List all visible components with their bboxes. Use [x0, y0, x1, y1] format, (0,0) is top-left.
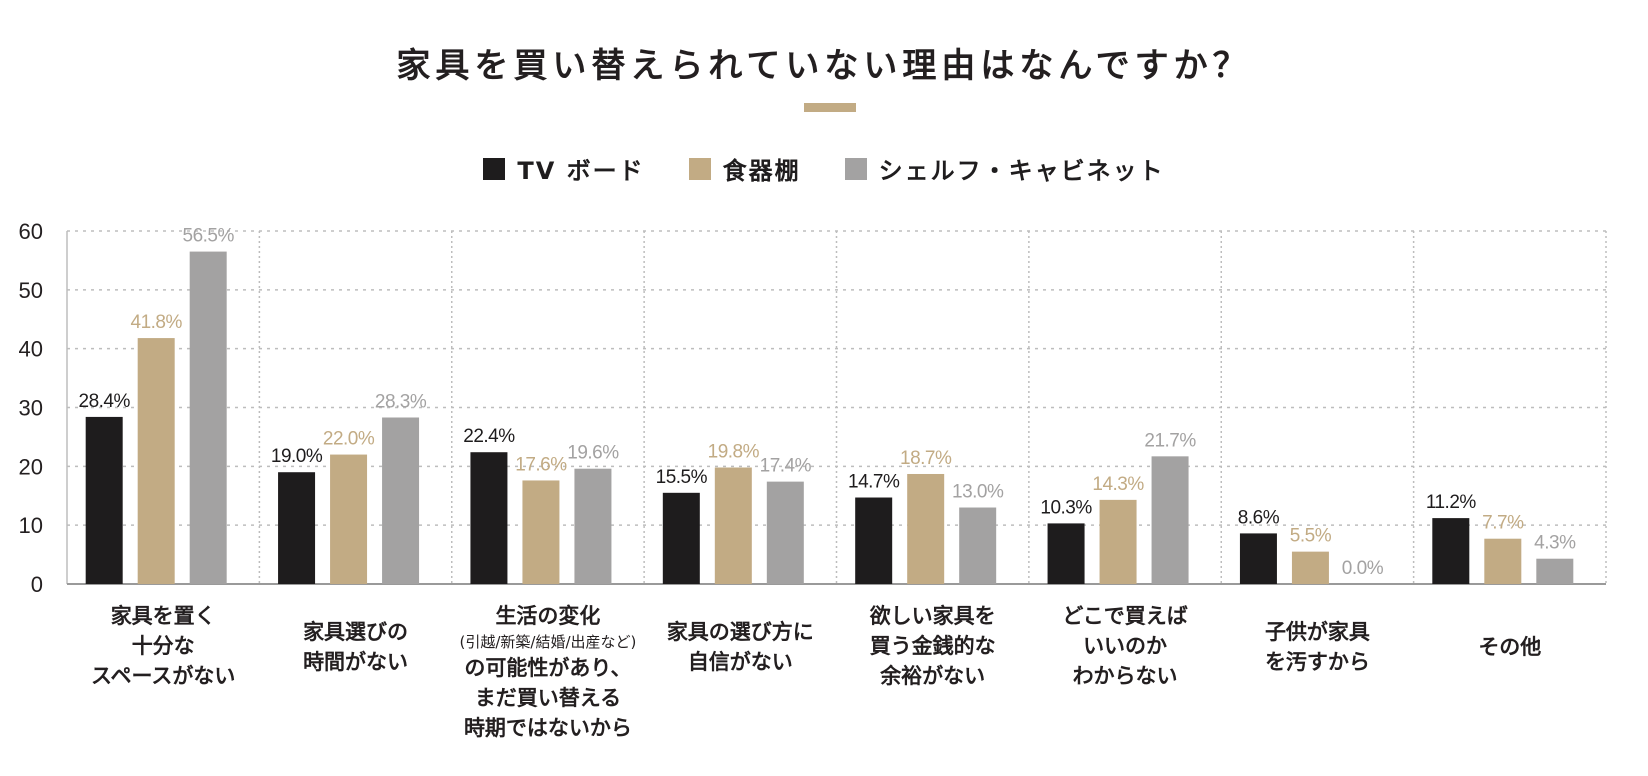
category-label: 家具を置く十分なスペースがない — [68, 601, 258, 691]
bar — [574, 468, 612, 584]
category-label-line: その他 — [1478, 635, 1542, 659]
y-tick-label: 60 — [19, 219, 43, 244]
bar — [766, 481, 804, 584]
y-tick-label: 20 — [19, 454, 43, 479]
category-label: 生活の変化 (引越/新築/結婚/出産など) の可能性があり、 まだ買い替える 時期ではな… — [453, 601, 643, 743]
data-label: 41.8% — [131, 312, 183, 333]
legend-swatch-cupboard — [688, 157, 711, 180]
bar — [522, 480, 560, 584]
data-label: 28.3% — [375, 392, 427, 413]
legend-swatch-shelf — [844, 157, 867, 180]
y-tick-label: 10 — [19, 513, 43, 538]
category-label-line: の可能性があり、 — [464, 656, 632, 680]
data-label: 0.0% — [1342, 558, 1384, 579]
bar — [1432, 518, 1470, 584]
bar — [330, 454, 368, 584]
category-label-line: 余裕がない — [880, 664, 986, 688]
category-label-line: 生活の変化 — [495, 604, 601, 628]
data-label: 22.0% — [323, 429, 375, 450]
bar — [1151, 456, 1189, 584]
category-label: 家具の選び方に 自信がない — [645, 617, 835, 677]
bar — [1099, 499, 1137, 584]
category-label: 子供が家具を汚すから — [1222, 617, 1412, 677]
data-label: 4.3% — [1534, 533, 1576, 554]
data-label: 28.4% — [79, 391, 131, 412]
data-label: 18.7% — [900, 448, 952, 469]
bar — [959, 507, 997, 584]
data-label: 11.2% — [1426, 492, 1477, 513]
data-label: 13.0% — [952, 482, 1004, 503]
data-label: 21.7% — [1144, 430, 1196, 451]
category-label-line: まだ買い替える — [474, 686, 622, 710]
category-label-line: 時期ではないから — [463, 716, 632, 740]
category-label: 欲しい家具を 買う金銭的な 余裕がない — [838, 601, 1028, 691]
data-label: 14.3% — [1092, 474, 1144, 495]
bar — [907, 473, 945, 584]
data-label: 15.5% — [656, 467, 708, 488]
bar — [1536, 558, 1574, 584]
y-tick-label: 30 — [19, 396, 43, 421]
y-tick-label: 40 — [19, 337, 43, 362]
data-label: 5.5% — [1290, 526, 1332, 547]
category-label-line: 欲しい家具を — [869, 604, 996, 628]
bar — [382, 417, 420, 584]
category-label-line: わからない — [1072, 664, 1178, 688]
data-label: 56.5% — [183, 226, 235, 247]
category-label-line: スペースがない — [90, 664, 236, 688]
data-label: 19.0% — [271, 446, 323, 467]
category-label-line: (引越/新築/結婚/出産など) — [459, 633, 637, 651]
bar — [137, 338, 175, 584]
category-label-line: を汚すから — [1264, 650, 1370, 674]
title-underline — [804, 103, 856, 112]
legend-label-shelf: シェルフ・キャビネット — [878, 157, 1165, 185]
legend-item-shelf: シェルフ・キャビネット — [844, 151, 1165, 186]
data-label: 17.4% — [760, 456, 812, 477]
legend-label-tv: TV ボード — [517, 157, 645, 185]
legend: TV ボード 食器棚 シェルフ・キャビネット — [0, 151, 1648, 186]
bar — [1484, 538, 1522, 584]
category-label-line: 時間がない — [303, 650, 409, 674]
category-label-line: 子供が家具 — [1264, 620, 1370, 644]
data-label: 10.3% — [1040, 497, 1092, 518]
data-label: 22.4% — [463, 426, 515, 447]
bar — [1239, 533, 1277, 584]
data-label: 19.6% — [567, 443, 619, 464]
category-label-line: 家具を置く — [110, 604, 216, 628]
chart-title: 家具を買い替えられていない理由はなんですか？ — [396, 46, 1252, 86]
bar — [714, 467, 752, 584]
category-label: 家具選びの時間がない — [261, 617, 451, 677]
bar — [278, 472, 316, 584]
data-label: 19.8% — [708, 442, 760, 463]
legend-item-cupboard: 食器棚 — [688, 151, 801, 186]
data-label: 8.6% — [1238, 507, 1280, 528]
data-label: 17.6% — [515, 454, 567, 475]
data-label: 7.7% — [1482, 513, 1524, 534]
category-label: どこで買えば いいのかわからない — [1030, 601, 1220, 691]
bar — [1291, 551, 1329, 584]
category-label: その他 — [1415, 632, 1605, 662]
category-label-line: 自信がない — [687, 650, 793, 674]
category-label-line: 家具選びの — [303, 620, 409, 644]
bar — [1047, 523, 1085, 584]
category-label-line: 買う金銭的な — [869, 634, 996, 658]
bar — [855, 497, 893, 584]
bar — [85, 416, 123, 584]
y-tick-label: 50 — [19, 278, 43, 303]
bar — [662, 492, 700, 584]
legend-swatch-tv — [483, 157, 506, 180]
category-label-line: いいのか — [1083, 634, 1168, 658]
bar — [470, 452, 508, 584]
bar — [189, 251, 227, 584]
category-label-line: どこで買えば — [1062, 604, 1188, 628]
category-label-line: 十分な — [131, 634, 195, 658]
y-tick-label: 0 — [31, 572, 43, 597]
legend-label-cupboard: 食器棚 — [722, 157, 801, 185]
legend-item-tv: TV ボード — [483, 151, 644, 186]
data-label: 14.7% — [848, 472, 900, 493]
category-label-line: 家具の選び方に — [666, 620, 814, 644]
